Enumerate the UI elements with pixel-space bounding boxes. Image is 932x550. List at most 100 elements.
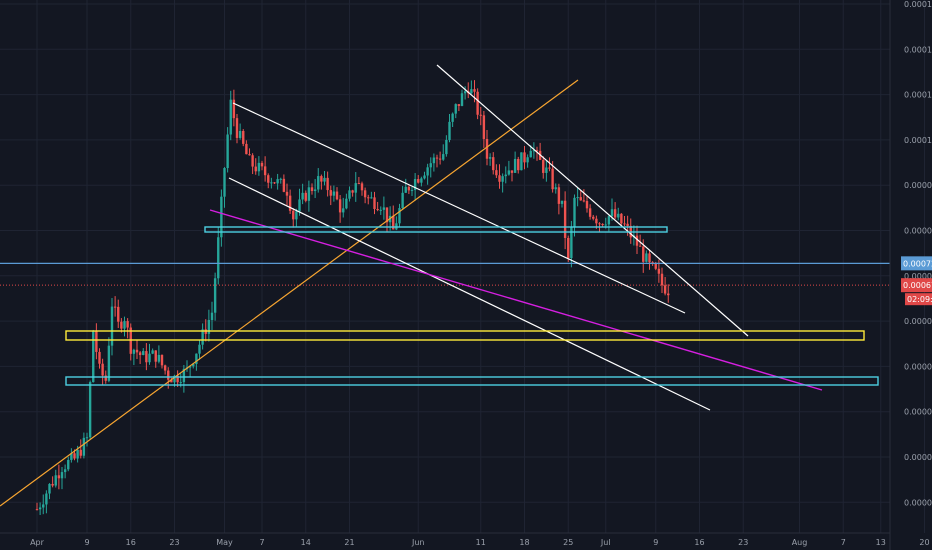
cyan-zone-upper[interactable] — [204, 226, 668, 233]
candle-body — [470, 89, 473, 94]
candle-body — [654, 263, 657, 269]
x-tick-label: Aug — [792, 538, 808, 547]
candle-body — [623, 223, 626, 225]
candle-body — [435, 157, 439, 159]
candle-body — [232, 99, 236, 119]
candle-body — [510, 170, 514, 173]
candle-body — [170, 379, 173, 383]
white-descending-line[interactable] — [436, 64, 749, 337]
candle-body — [429, 163, 432, 168]
candle-body — [663, 285, 667, 294]
y-tick-label: 0.0001200 — [904, 45, 932, 54]
candle-body — [226, 134, 229, 169]
candle-body — [492, 157, 495, 171]
candle-body — [473, 89, 476, 92]
candle-body — [523, 152, 526, 163]
candle-body — [513, 158, 517, 173]
candle-body — [532, 150, 536, 152]
candle-body — [426, 167, 429, 176]
candle-body — [488, 157, 492, 159]
candle-body — [76, 449, 79, 459]
current-price-tag — [901, 278, 932, 293]
y-tick-label: 0.0000600 — [904, 317, 932, 326]
candle-body — [410, 189, 414, 191]
x-tick-label: May — [216, 538, 233, 547]
candle-body — [242, 130, 245, 144]
magenta-trendline[interactable] — [209, 209, 823, 391]
candle-body — [457, 104, 461, 106]
candle-body — [367, 197, 370, 199]
candle-body — [592, 216, 595, 219]
candle-body — [54, 475, 57, 486]
candle-body — [332, 191, 336, 196]
x-axis[interactable]: Apr 9 16 23 May 7 14 21 Jun 11 18 25 Jul 9 16 23 Aug 7 13 2… — [0, 532, 930, 547]
candle-body — [267, 175, 270, 183]
candle-body — [570, 227, 573, 259]
candle-body — [482, 115, 486, 139]
candle-body — [107, 345, 111, 381]
candle-body — [504, 174, 507, 177]
candle-body — [645, 253, 648, 262]
y-tick-label: 0.0001300 — [904, 0, 932, 9]
candle-body — [582, 200, 586, 202]
candle-body — [51, 483, 54, 486]
x-tick-label: 13 — [876, 538, 886, 547]
candle-body — [95, 330, 98, 352]
candle-body — [648, 253, 651, 263]
candle-body — [620, 213, 623, 224]
candle-body — [454, 104, 457, 114]
candle-body — [195, 353, 198, 364]
candle-body — [263, 166, 267, 176]
candle-body — [63, 469, 67, 473]
candle-body — [657, 268, 661, 274]
candle-body — [207, 319, 211, 334]
candle-body — [610, 209, 614, 217]
candle-body — [579, 197, 582, 201]
candle-body — [313, 189, 317, 192]
candle-body — [70, 453, 73, 460]
candle-body — [217, 237, 220, 279]
candle-body — [526, 157, 529, 163]
candle-body — [576, 197, 579, 199]
candle-body — [85, 437, 89, 439]
candle-body — [101, 363, 104, 376]
candle-body — [113, 306, 117, 308]
x-tick-label: 16 — [126, 538, 136, 547]
cyan-zone-lower[interactable] — [65, 376, 879, 386]
candle-body — [120, 321, 123, 329]
level-price-text: 0.0007275 — [903, 259, 932, 268]
yellow-zone[interactable] — [65, 330, 865, 341]
candle-body — [376, 208, 379, 211]
y-tick-label: 0.0000700 — [904, 272, 932, 281]
candle-body — [301, 192, 304, 200]
candle-body — [557, 187, 561, 204]
drawings-layer[interactable] — [0, 64, 890, 507]
candle-body — [548, 167, 551, 169]
candle-body — [317, 176, 320, 190]
x-tick-label: 23 — [738, 538, 748, 547]
candle-body — [282, 178, 286, 192]
candle-body — [88, 382, 92, 438]
candle-body — [176, 375, 179, 383]
candle-body — [73, 453, 76, 459]
candle-body — [535, 150, 539, 152]
candle-body — [82, 437, 86, 456]
candle-body — [595, 218, 598, 224]
orange-trendline[interactable] — [0, 79, 579, 507]
y-tick-label: 0.0000500 — [904, 362, 932, 371]
candle-body — [298, 199, 301, 212]
candle-body — [188, 366, 192, 368]
candle-body — [154, 350, 157, 362]
candle-body — [635, 235, 639, 246]
candle-body — [79, 449, 82, 456]
candle-body — [279, 178, 282, 180]
candle-body — [598, 223, 601, 225]
y-axis[interactable]: 0.0001300 0.0001200 0.0001100 0.0001000 0.00… — [889, 0, 932, 550]
white-channel-upper[interactable] — [232, 102, 686, 314]
white-channel-lower[interactable] — [228, 177, 711, 411]
candle-body — [507, 170, 511, 175]
candle-body — [329, 190, 332, 196]
candle-body — [132, 349, 136, 354]
